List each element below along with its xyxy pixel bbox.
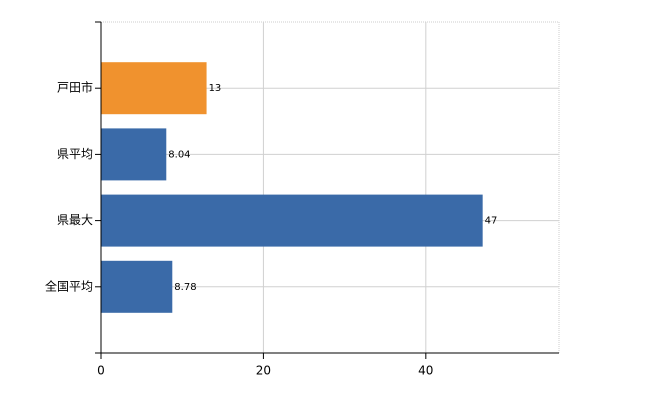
y-tick-label: 戸田市 bbox=[57, 80, 93, 95]
value-label: 8.78 bbox=[174, 282, 196, 293]
bar bbox=[101, 62, 207, 115]
x-tick-label: 20 bbox=[256, 364, 271, 378]
value-label: 8.04 bbox=[168, 149, 190, 160]
y-tick-label: 全国平均 bbox=[45, 278, 93, 293]
y-tick-label: 県最大 bbox=[57, 213, 93, 227]
bar bbox=[101, 128, 167, 181]
x-tick-label: 40 bbox=[418, 364, 433, 378]
bar bbox=[101, 194, 483, 247]
value-label: 13 bbox=[209, 83, 222, 94]
y-tick-label: 県平均 bbox=[57, 147, 93, 161]
bar bbox=[101, 260, 173, 313]
value-label: 47 bbox=[485, 216, 498, 227]
x-tick-label: 0 bbox=[97, 364, 105, 378]
